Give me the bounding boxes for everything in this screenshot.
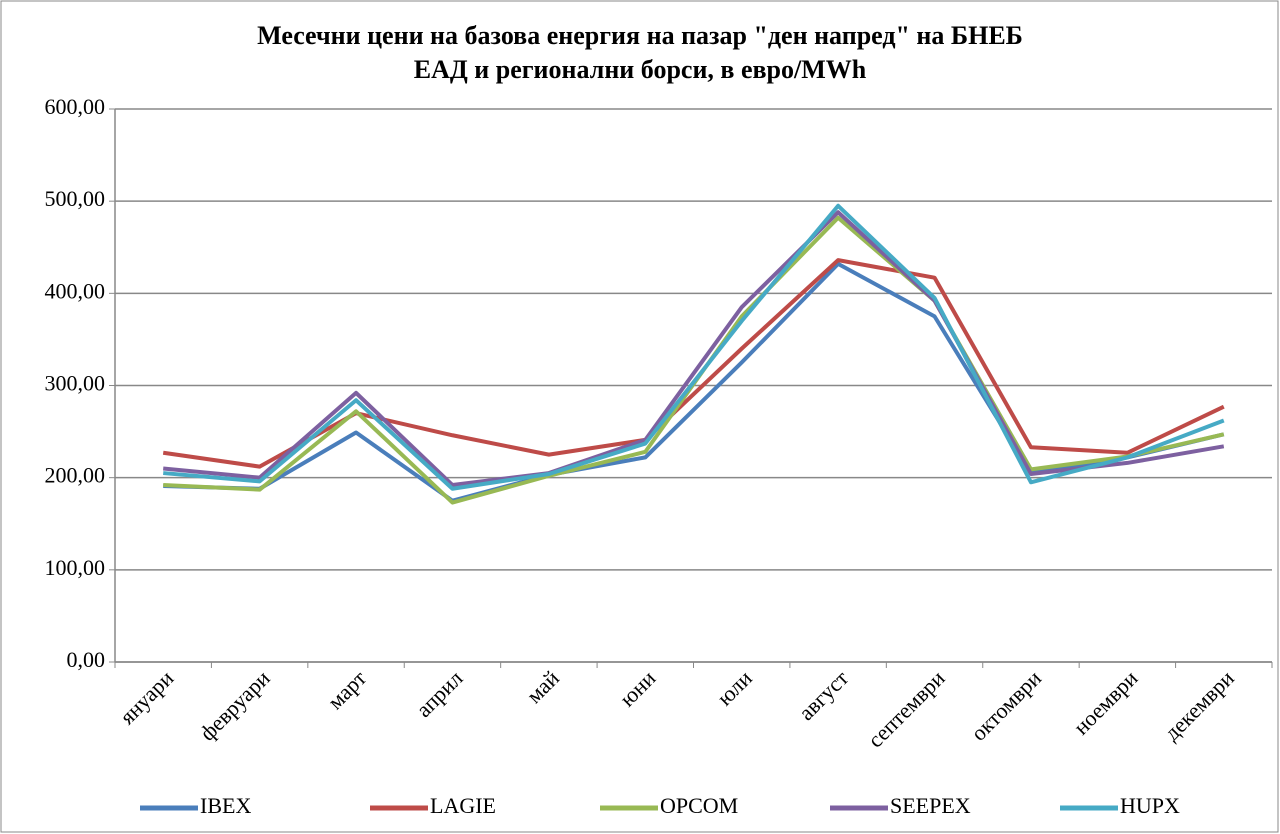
legend-label: LAGIE	[430, 793, 496, 818]
y-tick-label: 400,00	[45, 278, 106, 303]
legend-label: HUPX	[1120, 793, 1180, 818]
legend-label: SEEPEX	[890, 793, 971, 818]
y-tick-label: 100,00	[45, 555, 106, 580]
chart-title: ЕАД и регионални борси, в евро/MWh	[414, 55, 867, 84]
y-tick-label: 300,00	[45, 371, 106, 396]
series-line	[163, 203, 1225, 491]
y-tick-label: 200,00	[45, 463, 106, 488]
chart-title: Месечни цени на базова енергия на пазар …	[257, 21, 1023, 50]
y-tick-label: 0,00	[67, 647, 106, 672]
legend-label: IBEX	[200, 793, 251, 818]
legend-label: OPCOM	[660, 793, 738, 818]
y-tick-label: 500,00	[45, 186, 106, 211]
y-tick-label: 600,00	[45, 94, 106, 119]
series-line	[163, 210, 1225, 488]
